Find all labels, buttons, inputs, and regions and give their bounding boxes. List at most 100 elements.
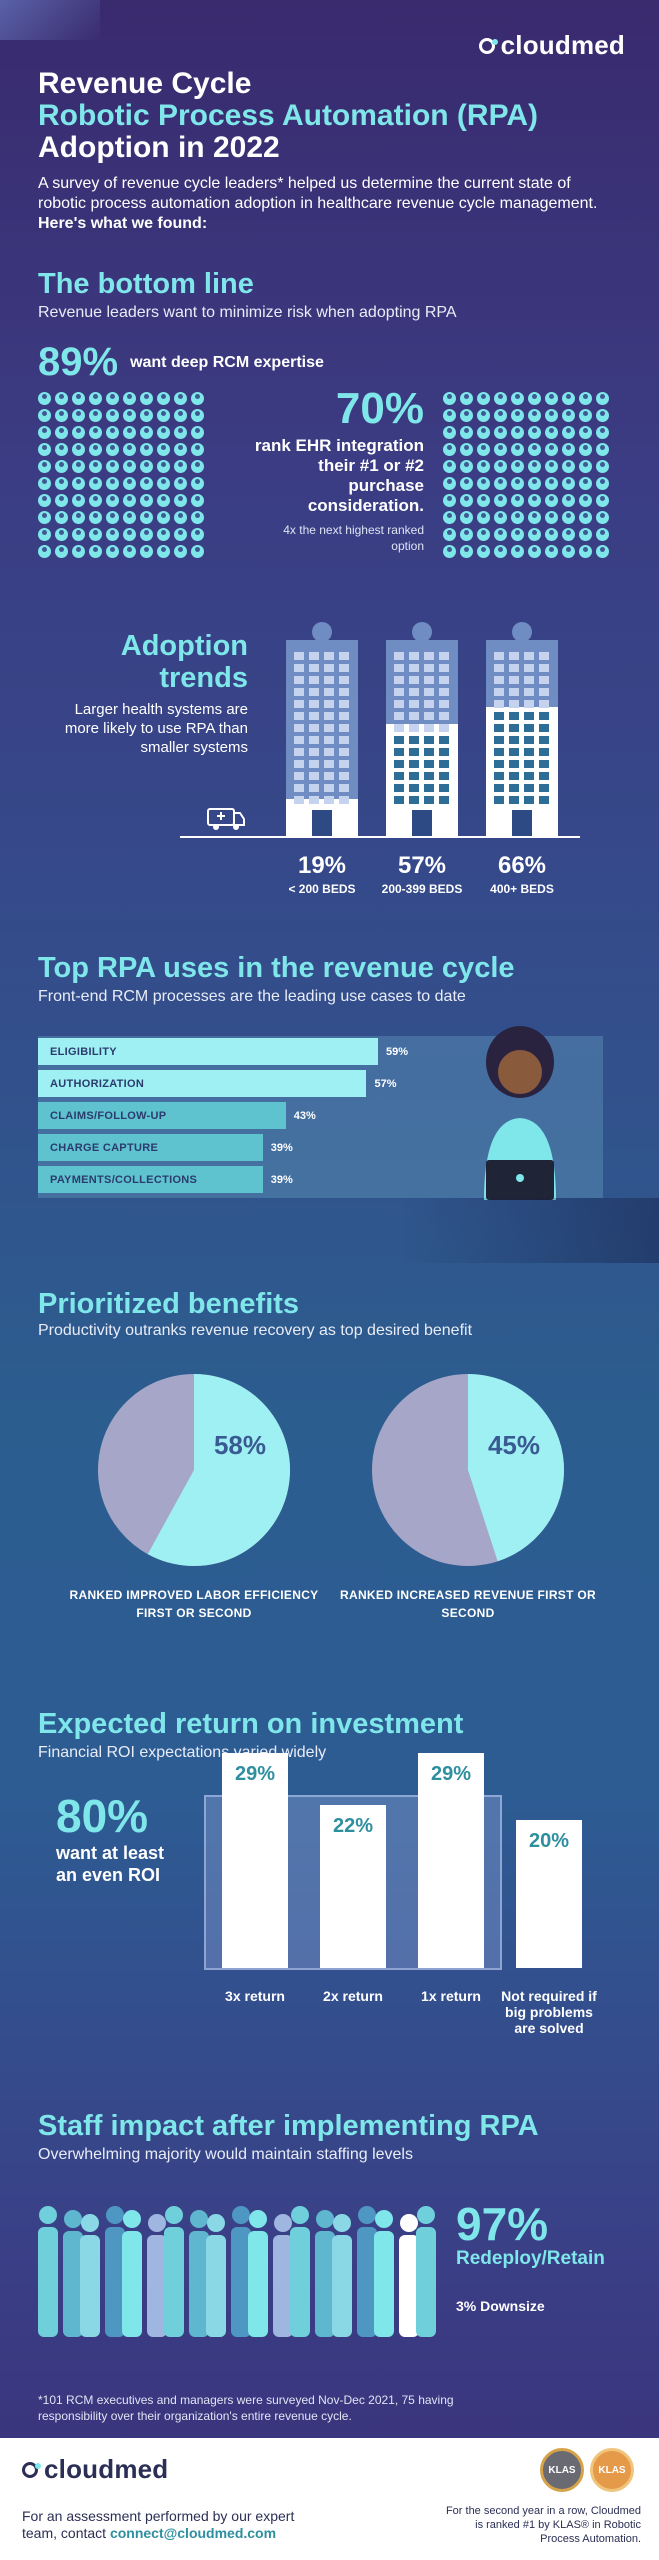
building-window [394, 652, 404, 660]
building-window [409, 736, 419, 744]
person-icon [511, 443, 524, 456]
person-icon [174, 392, 187, 405]
building-window [539, 712, 549, 720]
building-window [439, 760, 449, 768]
staff-stat-value: 97% [456, 2198, 549, 2250]
person-icon [106, 392, 119, 405]
building-window [309, 772, 319, 780]
person-icon [443, 511, 456, 524]
building-window [394, 712, 404, 720]
brand-logo[interactable]: cloudmed [478, 30, 625, 61]
person-icon [157, 426, 170, 439]
person-silhouette [315, 2210, 335, 2337]
building-window [424, 712, 434, 720]
person-icon [55, 528, 68, 541]
person-icon [494, 409, 507, 422]
person-icon [174, 409, 187, 422]
rpa-uses-title: Top RPA uses in the revenue cycle [38, 952, 515, 984]
person-silhouette [248, 2210, 268, 2337]
adoption-value-label: 19% [297, 852, 347, 879]
building-window [309, 652, 319, 660]
building-window [339, 796, 349, 804]
roi-bar-value: 29% [234, 1763, 276, 1785]
person-icon [191, 460, 204, 473]
staff-stat2: 3% Downsize [456, 2298, 545, 2314]
building-window [524, 664, 534, 672]
person-icon [174, 511, 187, 524]
building-window [509, 652, 519, 660]
building-window [394, 688, 404, 696]
person-icon [123, 460, 136, 473]
person-icon [460, 528, 473, 541]
person-icon [140, 392, 153, 405]
building-window [339, 676, 349, 684]
building-window [439, 784, 449, 792]
building-window [424, 760, 434, 768]
person-icon [89, 409, 102, 422]
person-icon [191, 409, 204, 422]
person-icon [579, 528, 592, 541]
person-icon [562, 545, 575, 558]
building-window [294, 724, 304, 732]
use-bar-value: 57% [374, 1077, 397, 1090]
desk-shadow [400, 1198, 659, 1263]
stat-89-text: want deep RCM expertise [130, 353, 324, 371]
person-icon [38, 545, 51, 558]
person-icon [511, 528, 524, 541]
building-window [494, 748, 504, 756]
building-window [494, 712, 504, 720]
building-window [424, 676, 434, 684]
person-silhouette [357, 2206, 377, 2337]
person-silhouette [122, 2210, 142, 2337]
person-icon [174, 443, 187, 456]
building-window [439, 796, 449, 804]
person-icon [528, 409, 541, 422]
building-window [294, 748, 304, 756]
header: Revenue Cycle Robotic Process Automation… [38, 68, 638, 234]
adoption-category-label: < 200 BEDS [288, 882, 356, 896]
person-icon [443, 426, 456, 439]
person-silhouette [206, 2214, 226, 2337]
person-icon [494, 392, 507, 405]
building-window [439, 736, 449, 744]
building-window [509, 736, 519, 744]
person-icon [477, 426, 490, 439]
use-bar-row: CHARGE CAPTURE 39% [38, 1134, 293, 1161]
bottom-line-subtitle: Revenue leaders want to minimize risk wh… [38, 304, 457, 321]
contact-email-link[interactable]: connect@cloudmed.com [109, 2525, 277, 2541]
title-line2: Robotic Process Automation (RPA) [38, 99, 539, 132]
person-icon [477, 545, 490, 558]
building-window [309, 700, 319, 708]
person-icon [174, 477, 187, 490]
person-silhouette [332, 2214, 352, 2337]
building-window [424, 664, 434, 672]
person-icon [72, 545, 85, 558]
building-window [524, 772, 534, 780]
person-icon [140, 528, 153, 541]
use-bar: ELIGIBILITY [38, 1038, 378, 1065]
person-icon [140, 409, 153, 422]
building-window [539, 784, 549, 792]
stat-70: 70% rank EHR integration their #1 or #2 … [252, 386, 424, 554]
intro-text: A survey of revenue cycle leaders* helpe… [38, 175, 598, 232]
building-window [324, 664, 334, 672]
benefits-title: Prioritized benefits [38, 1288, 300, 1320]
building-window [439, 724, 449, 732]
person-icon [460, 494, 473, 507]
building-window [494, 772, 504, 780]
klas-badge-1: KLAS [540, 2448, 584, 2492]
corner-decoration [0, 0, 100, 40]
person-icon [545, 409, 558, 422]
person-silhouette [38, 2206, 58, 2337]
person-icon [579, 545, 592, 558]
footer-logo[interactable]: cloudmed [22, 2454, 168, 2485]
person-icon [494, 443, 507, 456]
person-icon [55, 477, 68, 490]
person-icon [511, 477, 524, 490]
person-icon [157, 460, 170, 473]
roi-bar-value: 20% [528, 1829, 570, 1852]
person-icon [494, 511, 507, 524]
use-bar-value: 43% [293, 1109, 316, 1122]
door [312, 810, 332, 836]
building-window [524, 736, 534, 744]
